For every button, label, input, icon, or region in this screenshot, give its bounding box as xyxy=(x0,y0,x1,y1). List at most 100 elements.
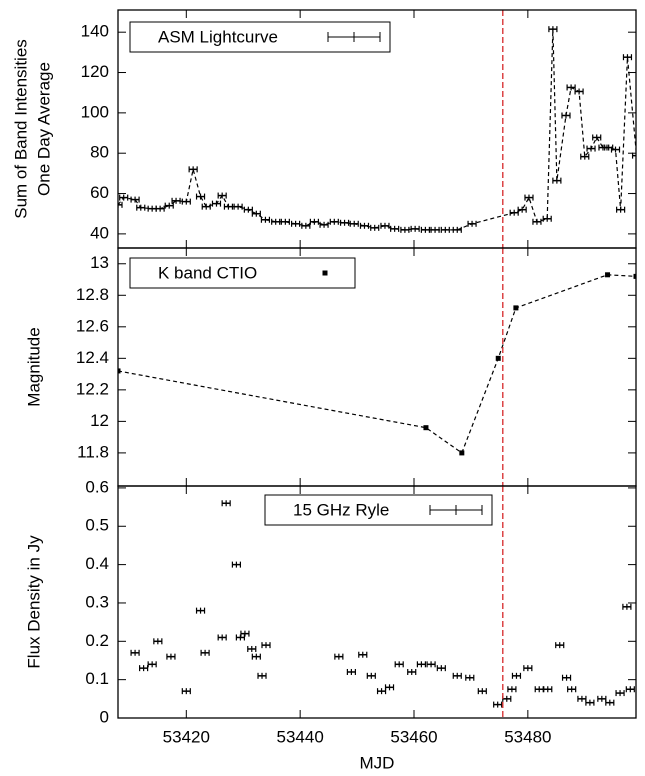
data-point xyxy=(577,695,587,702)
data-point xyxy=(223,203,234,210)
data-point xyxy=(542,215,552,222)
data-point xyxy=(610,146,621,153)
data-point xyxy=(200,649,210,656)
legend-label: ASM Lightcurve xyxy=(158,27,278,46)
data-point xyxy=(390,225,400,232)
data-point xyxy=(119,194,129,201)
x-tick-label: 53440 xyxy=(277,727,324,746)
data-point xyxy=(407,668,417,675)
data-point xyxy=(605,272,611,278)
data-point xyxy=(195,607,206,614)
data-point xyxy=(221,500,231,507)
data-point xyxy=(201,203,211,210)
data-point xyxy=(370,224,380,231)
legend-box xyxy=(129,257,356,289)
y-tick-label: 12.6 xyxy=(76,316,109,335)
data-point xyxy=(231,561,241,568)
legend-label: K band CTIO xyxy=(158,263,257,282)
data-point xyxy=(394,661,404,668)
plot xyxy=(130,500,635,708)
data-point xyxy=(359,222,370,229)
data-point xyxy=(366,672,376,679)
data-point xyxy=(548,26,558,33)
y-tick-label: 12.4 xyxy=(76,348,109,367)
data-point xyxy=(384,684,395,691)
data-point xyxy=(605,699,615,706)
series-line xyxy=(118,29,636,231)
y-axis-label: Flux Density in Jy xyxy=(24,535,43,669)
y-axis-label: Magnitude xyxy=(24,327,43,406)
y-tick-label: 0.5 xyxy=(85,516,109,535)
data-point xyxy=(502,695,512,702)
data-point xyxy=(166,653,176,660)
plot xyxy=(118,26,636,233)
data-point xyxy=(339,219,350,226)
data-point xyxy=(622,603,632,610)
data-point xyxy=(615,690,625,697)
y-tick-label: 12.8 xyxy=(76,285,109,304)
data-point xyxy=(625,686,635,693)
y-tick-label: 11.8 xyxy=(77,442,109,461)
data-point xyxy=(217,634,227,641)
data-point xyxy=(251,210,261,217)
y-tick-label: 60 xyxy=(90,183,109,202)
data-point xyxy=(301,222,311,229)
series-line xyxy=(118,274,636,454)
y-tick-label: 13 xyxy=(90,253,109,272)
data-point xyxy=(349,220,359,227)
y-tick-label: 100 xyxy=(81,102,109,121)
data-point xyxy=(452,226,462,233)
data-point xyxy=(346,668,356,675)
data-point xyxy=(380,222,390,229)
data-point xyxy=(543,686,553,693)
data-point xyxy=(171,197,181,204)
data-point xyxy=(633,273,636,279)
data-point xyxy=(155,205,165,212)
data-point xyxy=(211,200,222,207)
data-point xyxy=(181,688,191,695)
data-point xyxy=(147,205,157,212)
data-point xyxy=(247,645,257,652)
panel-frame xyxy=(117,485,637,719)
data-point xyxy=(376,688,387,695)
data-point xyxy=(217,192,227,199)
y-tick-label: 40 xyxy=(90,223,109,242)
data-point xyxy=(130,649,140,656)
data-point xyxy=(509,209,519,216)
data-point xyxy=(147,661,157,668)
data-point xyxy=(309,218,319,225)
data-point xyxy=(136,204,146,211)
x-tick-label: 53420 xyxy=(163,727,210,746)
data-point xyxy=(552,177,562,184)
data-point xyxy=(574,88,584,95)
data-point xyxy=(534,686,544,693)
data-point xyxy=(118,368,121,374)
data-point xyxy=(400,226,410,233)
data-point xyxy=(561,674,572,681)
data-point xyxy=(261,642,271,649)
data-point xyxy=(511,672,522,679)
data-point xyxy=(188,166,198,173)
data-point xyxy=(467,220,477,227)
data-point xyxy=(251,653,261,660)
data-point xyxy=(585,699,595,706)
data-point xyxy=(523,665,533,672)
data-point xyxy=(130,196,140,203)
data-point xyxy=(616,206,626,213)
data-point xyxy=(257,672,267,679)
data-point xyxy=(477,688,487,695)
y-tick-label: 12 xyxy=(90,411,109,430)
data-point xyxy=(233,203,243,210)
legend-marker xyxy=(322,270,328,276)
data-point xyxy=(423,425,429,431)
data-point xyxy=(416,661,426,668)
data-point xyxy=(243,206,253,213)
data-point xyxy=(139,665,149,672)
data-point xyxy=(592,134,602,141)
data-point xyxy=(164,202,174,209)
data-point xyxy=(452,672,462,679)
data-point xyxy=(430,226,440,233)
data-point xyxy=(524,194,534,201)
data-point xyxy=(459,450,465,456)
data-point xyxy=(517,206,527,213)
